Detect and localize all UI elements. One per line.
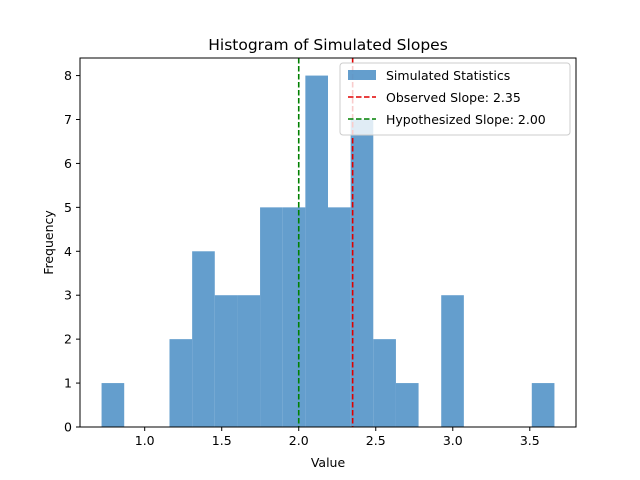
histogram-bar	[260, 207, 283, 427]
histogram-bar	[192, 251, 215, 427]
histogram-bar	[237, 295, 261, 427]
y-axis-ticks: 0 1 2 3 4 5 6 7 8	[64, 68, 80, 435]
histogram-bar	[101, 383, 125, 427]
y-tick-label: 2	[64, 332, 72, 347]
x-tick-label: 1.0	[135, 433, 155, 448]
x-tick-label: 1.5	[212, 433, 232, 448]
histogram-bar	[350, 119, 374, 427]
histogram-bar	[169, 339, 193, 427]
legend-label-observed-slope: Observed Slope: 2.35	[386, 90, 521, 105]
histogram-bar	[395, 383, 419, 427]
y-tick-label: 4	[64, 244, 72, 259]
chart-title: Histogram of Simulated Slopes	[208, 36, 448, 54]
histogram-bar	[282, 207, 306, 427]
legend: Simulated Statistics Observed Slope: 2.3…	[339, 62, 571, 136]
histogram-bar	[531, 383, 555, 427]
x-tick-label: 2.5	[366, 433, 386, 448]
histogram-bar	[328, 207, 351, 427]
legend-swatch-simulated-statistics	[348, 70, 376, 80]
histogram-bar	[373, 339, 396, 427]
y-axis-label: Frequency	[41, 210, 56, 275]
legend-label-simulated-statistics: Simulated Statistics	[386, 68, 510, 83]
y-tick-label: 8	[64, 68, 72, 83]
legend-box	[339, 62, 571, 136]
y-tick-label: 5	[64, 200, 72, 215]
plot-frame	[79, 57, 577, 428]
histogram-bar	[441, 295, 464, 427]
histogram-bar	[214, 295, 238, 427]
y-tick-label: 1	[64, 376, 72, 391]
legend-label-hypothesized-slope: Hypothesized Slope: 2.00	[386, 112, 546, 127]
y-tick-label: 6	[64, 156, 72, 171]
x-tick-label: 2.0	[289, 433, 309, 448]
histogram-bars	[101, 75, 555, 428]
y-tick-label: 7	[64, 112, 72, 127]
y-tick-label: 3	[64, 288, 72, 303]
histogram-bar	[305, 75, 328, 428]
x-axis-label: Value	[311, 455, 346, 470]
x-tick-label: 3.5	[520, 433, 540, 448]
x-tick-label: 3.0	[443, 433, 463, 448]
x-axis-ticks: 1.0 1.5 2.0 2.5 3.0 3.5	[135, 427, 540, 448]
y-tick-label: 0	[64, 420, 72, 435]
